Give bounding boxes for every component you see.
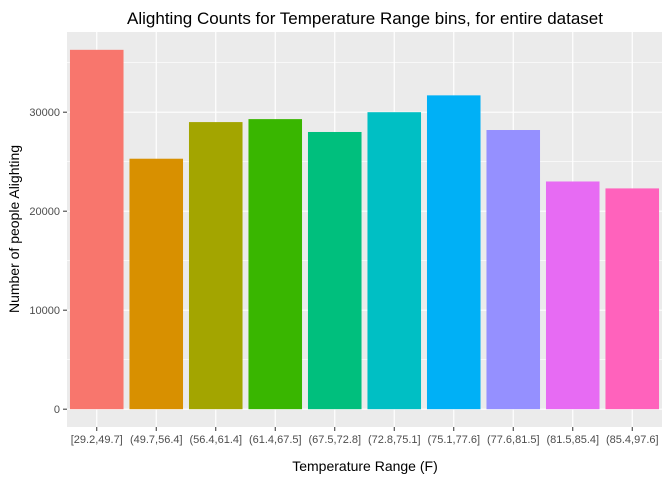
y-tick-label: 10000 [29,305,60,317]
y-tick-label: 30000 [29,107,60,119]
bar [307,131,362,410]
bar [605,188,660,410]
x-tick-label: (81.5,85.4] [546,434,599,446]
bar [426,95,481,410]
x-tick-label: (72.8,75.1] [368,434,421,446]
bar [248,119,303,410]
y-axis: 0 10000 20000 30000 [29,107,67,416]
bar [69,49,124,410]
x-tick-label: (67.5,72.8] [308,434,361,446]
x-tick-label: (56.4,61.4] [189,434,242,446]
bar [188,122,243,410]
chart-title: Alighting Counts for Temperature Range b… [127,9,603,28]
y-tick-label: 0 [54,404,60,416]
x-axis: [29.2,49.7] (49.7,56.4] (56.4,61.4] (61.4,6… [71,427,659,446]
x-tick-label: [29.2,49.7] [71,434,123,446]
y-tick-label: 20000 [29,206,60,218]
x-tick-label: (77.6,81.5] [487,434,540,446]
bar [486,130,541,410]
bar [367,112,422,410]
bars [69,49,660,410]
x-axis-title: Temperature Range (F) [292,458,438,474]
x-tick-label: (61.4,67.5] [249,434,302,446]
x-tick-label: (49.7,56.4] [130,434,183,446]
x-tick-label: (85.4,97.6] [606,434,659,446]
bar [545,181,600,410]
bar [129,158,184,410]
y-axis-title: Number of people Alighting [6,145,22,313]
x-tick-label: (75.1,77.6] [427,434,480,446]
